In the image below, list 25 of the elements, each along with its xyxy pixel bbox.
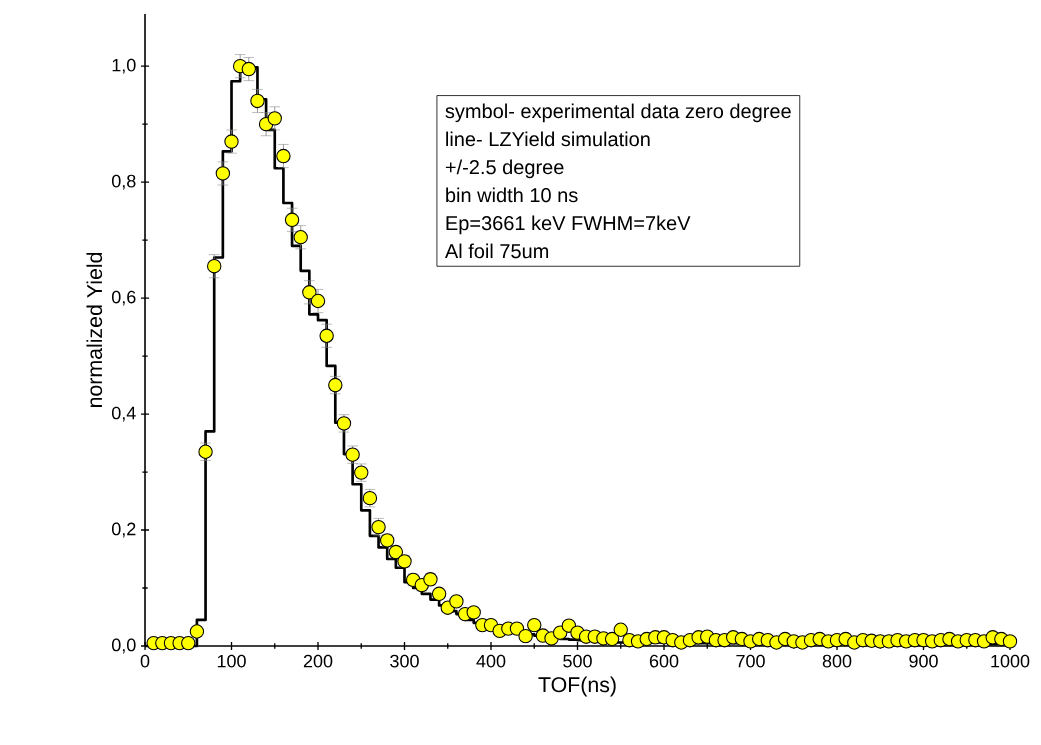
y-tick-label: 0,6 bbox=[111, 290, 136, 306]
annotation: symbol- experimental data zero degree bbox=[445, 103, 791, 123]
annotation: Ep=3661 keV FWHM=7keV bbox=[446, 215, 691, 235]
y-tick-label: 0,4 bbox=[111, 406, 136, 422]
y-tick-label: 1,0 bbox=[112, 58, 136, 74]
y-tick-label: 0,2 bbox=[111, 522, 136, 538]
annotation: Al foil 75um bbox=[444, 243, 549, 259]
x-tick-label: 200 bbox=[303, 654, 333, 668]
x-axis-title: TOF(ns) bbox=[538, 676, 616, 697]
x-tick-label: 700 bbox=[736, 654, 765, 668]
annotation: bin width 10 ns bbox=[446, 187, 578, 203]
x-tick-label: 800 bbox=[822, 654, 852, 668]
x-tick-label: 400 bbox=[476, 654, 506, 668]
x-tick-label: 100 bbox=[217, 654, 246, 668]
y-tick-label: 0,8 bbox=[111, 174, 136, 190]
x-tick-label: 300 bbox=[390, 654, 419, 668]
x-tick-label: 1000 bbox=[991, 654, 1030, 668]
annotation: line- LZYield simulation bbox=[446, 131, 650, 147]
annotation: +/-2.5 degree bbox=[445, 159, 564, 179]
x-tick-label: 500 bbox=[563, 654, 592, 668]
x-tick-label: 900 bbox=[909, 654, 938, 668]
x-tick-label: 600 bbox=[649, 654, 679, 668]
y-tick-label: 0,0 bbox=[111, 638, 136, 654]
x-tick-label: 0 bbox=[140, 654, 150, 668]
y-axis-title: normalized Yield bbox=[86, 252, 103, 408]
